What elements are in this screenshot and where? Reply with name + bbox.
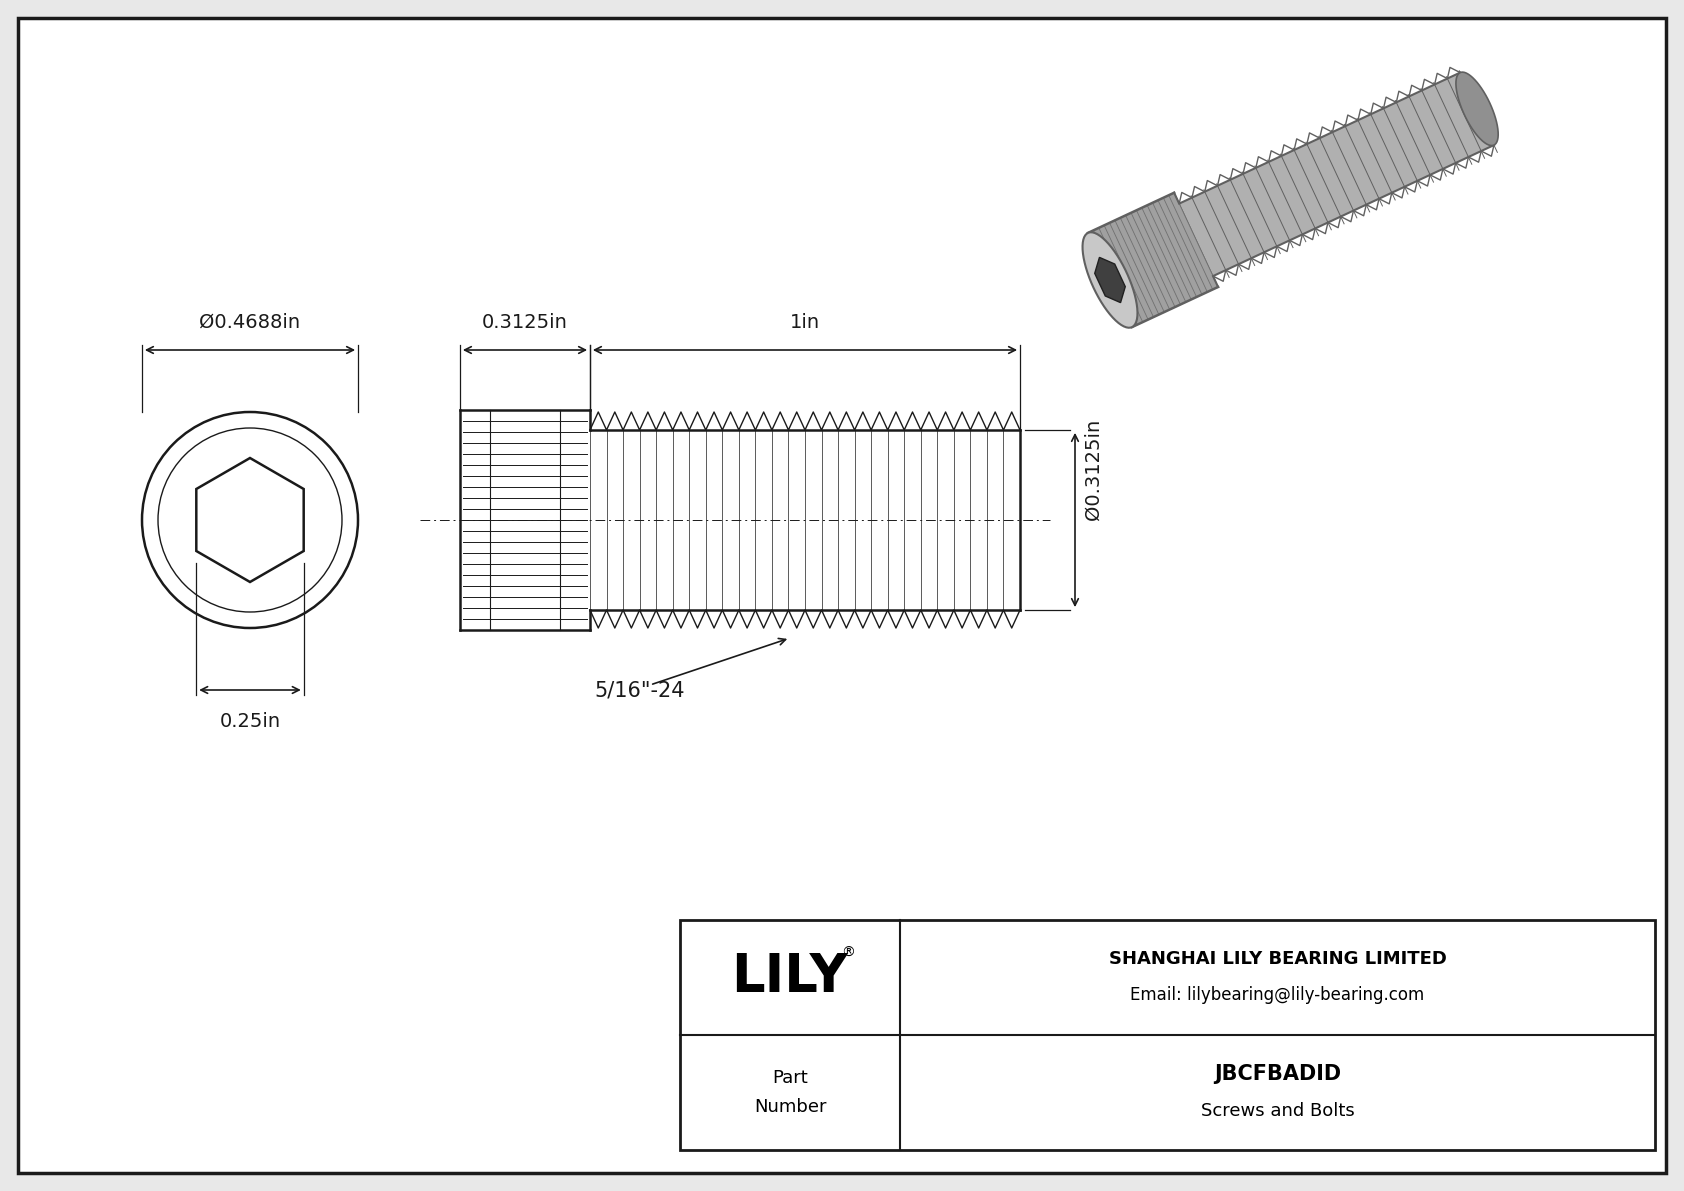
Text: 5/16"-24: 5/16"-24 xyxy=(594,680,685,700)
Text: LILY: LILY xyxy=(731,952,849,1004)
Text: 0.3125in: 0.3125in xyxy=(482,313,568,332)
Text: JBCFBADID: JBCFBADID xyxy=(1214,1065,1340,1085)
Text: Email: lilybearing@lily-bearing.com: Email: lilybearing@lily-bearing.com xyxy=(1130,986,1425,1004)
Text: Part
Number: Part Number xyxy=(754,1068,827,1116)
Text: 1in: 1in xyxy=(790,313,820,332)
Text: Screws and Bolts: Screws and Bolts xyxy=(1201,1102,1354,1120)
Text: Ø0.4688in: Ø0.4688in xyxy=(199,313,300,332)
Text: 0.25in: 0.25in xyxy=(219,712,281,731)
Polygon shape xyxy=(1088,193,1218,328)
Polygon shape xyxy=(1179,73,1494,276)
Text: SHANGHAI LILY BEARING LIMITED: SHANGHAI LILY BEARING LIMITED xyxy=(1108,950,1447,968)
Text: Ø0.3125in: Ø0.3125in xyxy=(1083,419,1103,520)
Polygon shape xyxy=(1095,257,1125,303)
Text: ®: ® xyxy=(840,946,855,960)
Polygon shape xyxy=(1083,232,1137,328)
Polygon shape xyxy=(1457,73,1499,145)
Bar xyxy=(680,919,1655,1151)
